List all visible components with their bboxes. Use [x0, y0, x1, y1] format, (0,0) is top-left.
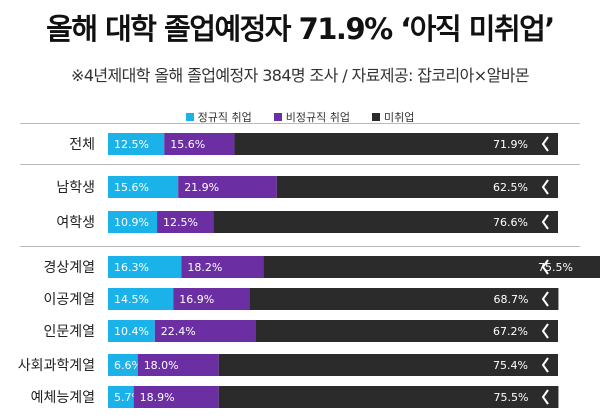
bar-end-marker [541, 357, 549, 373]
data-label: 71.9% [493, 138, 528, 151]
bar-segment [133, 386, 219, 408]
bar-end-marker [541, 214, 549, 230]
bar-segment [108, 320, 155, 342]
data-label: 14.5% [114, 293, 149, 306]
bar-segment [108, 256, 182, 278]
bar-segment [213, 211, 559, 233]
chart-subtitle: ※4년제대학 올해 졸업예정자 384명 조사 / 자료제공: 잡코리아×알바몬 [71, 66, 530, 85]
data-label: 22.4% [161, 325, 196, 338]
bar-segment [164, 133, 235, 155]
bar-segment [255, 320, 558, 342]
bar-segment [276, 176, 558, 198]
bar-segment [108, 288, 174, 310]
data-label: 18.2% [187, 261, 222, 274]
bar-segment [108, 354, 138, 376]
category-label: 예체능계열 [31, 390, 95, 406]
header-divider [20, 123, 580, 124]
category-label: 전체 [69, 137, 95, 153]
data-label: 10.9% [114, 216, 149, 229]
legend-label-regular: 정규직 취업 [197, 111, 252, 124]
bar-segment [108, 176, 179, 198]
legend-swatch-regular [185, 113, 194, 121]
legend: 정규직 취업 비정규직 취업 미취업 [0, 109, 600, 125]
data-label: 21.9% [184, 181, 219, 194]
data-label: 67.2% [493, 325, 528, 338]
legend-swatch-irregular [273, 113, 282, 121]
bar-segment [218, 354, 558, 376]
bar-segment [218, 386, 559, 408]
group-divider-gender [20, 164, 580, 165]
data-label: 18.9% [140, 391, 175, 404]
bar-segment [249, 288, 559, 310]
bar-segment [108, 133, 165, 155]
bar-end-marker [541, 389, 549, 405]
bar-segment [137, 354, 219, 376]
legend-label-unemployed: 미취업 [383, 111, 415, 124]
data-label: 18.0% [144, 359, 179, 372]
data-label: 75.5% [493, 391, 528, 404]
data-label: 12.5% [163, 216, 198, 229]
chart-title: 올해 대학 졸업예정자 71.9% ‘아직 미취업’ [46, 12, 555, 46]
bar-end-marker [541, 323, 549, 339]
bar-segment [108, 386, 134, 408]
bar-segment [154, 320, 256, 342]
legend-label-irregular: 비정규직 취업 [285, 111, 350, 124]
bar-end-marker [541, 179, 549, 195]
bar-segment [181, 256, 264, 278]
category-label: 인문계열 [43, 324, 95, 340]
bar-end-marker [541, 136, 549, 152]
bar-end-marker [541, 291, 549, 307]
data-label: 62.5% [493, 181, 528, 194]
legend-item-unemployed: 미취업 [371, 109, 415, 125]
legend-item-regular: 정규직 취업 [185, 109, 252, 125]
data-label: 12.5% [114, 138, 149, 151]
data-label: 6.6% [114, 359, 142, 372]
legend-swatch-unemployed [371, 113, 380, 121]
bar-segment [108, 211, 158, 233]
data-label: 75.4% [493, 359, 528, 372]
bar-segment [234, 133, 558, 155]
bar-end-marker [541, 259, 549, 275]
group-divider-major [20, 246, 580, 247]
bar-segment [178, 176, 277, 198]
category-label: 여학생 [56, 215, 95, 231]
data-label: 10.4% [114, 325, 149, 338]
legend-item-irregular: 비정규직 취업 [273, 109, 350, 125]
data-label: 16.3% [114, 261, 149, 274]
bar-segment [263, 256, 600, 278]
data-label: 16.9% [179, 293, 214, 306]
data-label: 15.6% [170, 138, 205, 151]
category-label: 이공계열 [43, 292, 95, 308]
category-label: 남학생 [56, 180, 95, 196]
data-label: 68.7% [493, 293, 528, 306]
data-label: 76.6% [493, 216, 528, 229]
category-label: 사회과학계열 [18, 358, 95, 374]
bar-segment [157, 211, 214, 233]
data-label: 15.6% [114, 181, 149, 194]
bar-segment [173, 288, 250, 310]
category-label: 경상계열 [43, 260, 95, 276]
